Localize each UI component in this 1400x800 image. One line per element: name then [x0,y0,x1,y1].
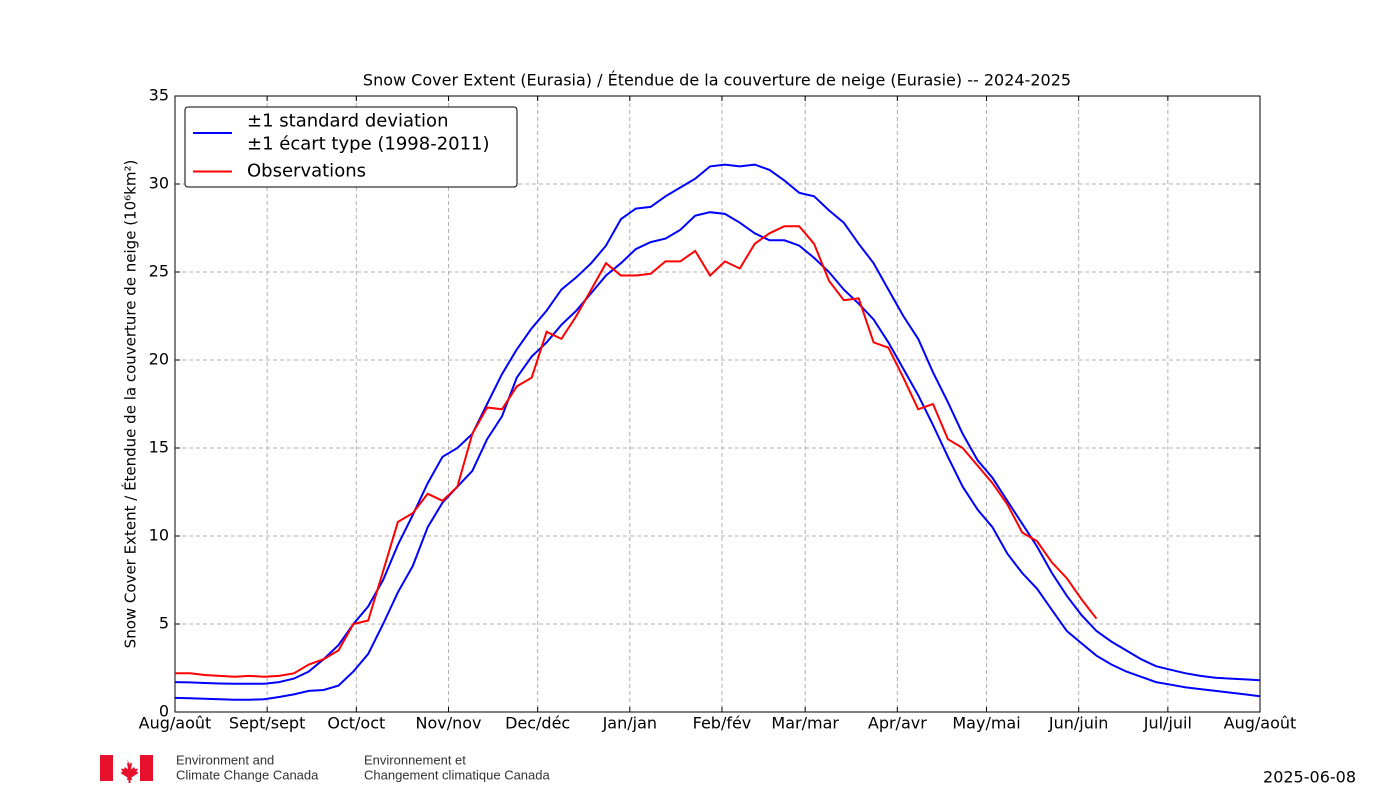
series-line [174,163,1261,685]
y-tick-label: 35 [149,86,169,105]
x-tick-label: Dec/déc [505,714,570,733]
x-tick-label: Oct/oct [327,714,385,733]
chart-title: Snow Cover Extent (Eurasia) / Étendue de… [363,71,1071,90]
plot-frame [174,95,1261,713]
y-tick-label: 25 [149,262,169,281]
y-tick-label: 0 [159,702,169,721]
legend-label: ±1 standard deviation ±1 écart type (1998… [247,111,490,155]
x-tick-label: Aug/août [139,714,212,733]
y-tick-label: 10 [149,526,169,545]
legend: ±1 standard deviation ±1 écart type (1998… [184,106,518,188]
x-tick-label: Mar/mar [771,714,839,733]
org-french: Changement climatique Canada [364,767,550,782]
org-french: Environnement et [364,752,466,767]
legend-label: Observations [247,161,366,182]
x-tick-label: May/mai [952,714,1020,733]
x-tick-label: Jun/juin [1048,714,1109,733]
org-english: Environment and [176,752,274,767]
legend-box [184,106,518,188]
x-tick-label: Jul/juil [1143,714,1192,733]
x-tick-label: Feb/fév [693,714,752,733]
y-tick-label: 15 [149,438,169,457]
x-tick-label: Apr/avr [868,714,927,733]
x-tick-label: Jan/jan [602,714,657,733]
x-tick-label: Sept/sept [229,714,305,733]
y-tick-label: 5 [159,614,169,633]
y-axis-label: Snow Cover Extent / Étendue de la couver… [121,160,140,649]
y-tick-label: 20 [149,350,169,369]
y-tick-label: 30 [149,174,169,193]
x-tick-label: Aug/août [1224,714,1297,733]
date: 2025-06-08 [1263,768,1356,787]
series-line [174,211,1261,701]
series-line [175,225,1098,678]
org-english: Climate Change Canada [176,767,319,782]
x-tick-label: Nov/nov [415,714,481,733]
canada-flag [100,755,153,783]
